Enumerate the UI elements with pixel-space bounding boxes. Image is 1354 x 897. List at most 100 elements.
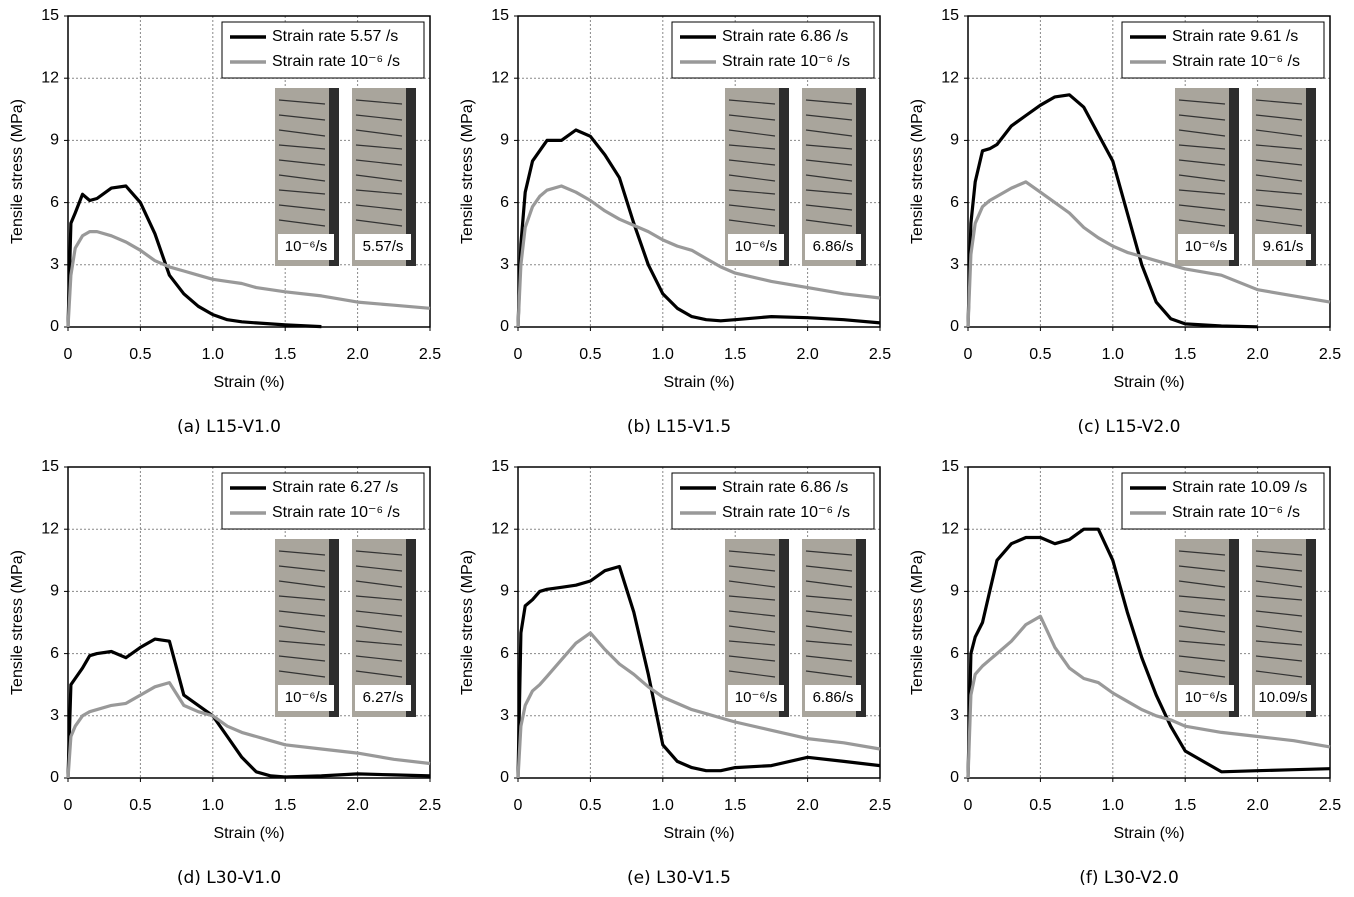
y-tick-label: 3: [50, 256, 59, 273]
legend-box: [221, 472, 425, 530]
crack: [278, 219, 326, 227]
x-tick-label: 2.5: [1319, 797, 1341, 814]
legend-label: Strain rate 10⁻⁶ /s: [722, 504, 850, 521]
x-tick-label: 0.5: [579, 797, 601, 814]
crack: [355, 174, 403, 182]
crack: [355, 580, 403, 588]
crack: [805, 640, 853, 646]
y-tick-label: 3: [50, 707, 59, 724]
crack: [1255, 159, 1303, 166]
crack: [1178, 114, 1226, 121]
photo-edge: [406, 539, 416, 717]
crack: [278, 189, 326, 195]
crack: [278, 625, 326, 633]
inset-label: 10⁻⁶/s: [285, 238, 327, 255]
crack: [278, 610, 326, 617]
y-axis-label: Tensile stress (MPa): [909, 99, 926, 244]
data-line: [966, 180, 1331, 328]
crack: [728, 580, 776, 588]
data-line: [516, 128, 881, 328]
legend-label: Strain rate 5.57 /s: [272, 28, 398, 45]
legend-box: [1121, 472, 1325, 530]
crack: [278, 204, 326, 211]
crack: [355, 550, 403, 556]
caption: (d) L30-V1.0: [177, 868, 281, 888]
panel: 0 3 6 9 12 15 0 0.5 1.0 1.5 2.0 2.5 Strain (%) Tensil…: [459, 458, 891, 888]
plot-frame: [67, 466, 431, 779]
crack: [1178, 640, 1226, 646]
crack: [1255, 580, 1303, 588]
y-tick-label: 6: [500, 645, 509, 662]
x-tick-label: 0.5: [1029, 797, 1051, 814]
legend-box: [671, 472, 875, 530]
panel: 0 3 6 9 12 15 0 0.5 1.0 1.5 2.0 2.5 Strain (%) Tensil…: [909, 7, 1341, 437]
crack: [1178, 204, 1226, 211]
x-tick-label: 1.5: [724, 346, 746, 363]
caption: (e) L30-V1.5: [627, 868, 731, 888]
photo-edge: [1306, 88, 1316, 266]
inset-label-box: [278, 234, 334, 260]
crack: [355, 640, 403, 646]
x-tick-label: 2.5: [419, 346, 441, 363]
crack: [728, 159, 776, 166]
x-tick-label: 1.5: [1174, 797, 1196, 814]
crack: [805, 670, 853, 678]
data-line: [516, 184, 881, 328]
data-line: [66, 681, 431, 779]
crack: [278, 655, 326, 662]
crack: [1255, 655, 1303, 662]
x-tick-label: 2.0: [1246, 346, 1268, 363]
y-tick-label: 12: [41, 520, 59, 537]
x-tick-label: 0: [964, 346, 973, 363]
crack: [278, 670, 326, 678]
legend-box: [671, 21, 875, 79]
crack: [1255, 219, 1303, 227]
crack: [728, 174, 776, 182]
crack: [1178, 189, 1226, 195]
photo-edge: [1229, 539, 1239, 717]
crack: [805, 144, 853, 150]
crack: [1255, 565, 1303, 572]
legend-label: Strain rate 6.86 /s: [722, 479, 848, 496]
y-tick-label: 15: [41, 7, 59, 24]
x-axis-label: Strain (%): [213, 825, 284, 842]
x-tick-label: 2.0: [796, 797, 818, 814]
inset-label: 10⁻⁶/s: [1185, 238, 1227, 255]
crack: [1178, 129, 1226, 137]
y-tick-label: 15: [491, 458, 509, 475]
crack: [728, 610, 776, 617]
crack: [805, 189, 853, 195]
crack: [1178, 655, 1226, 662]
legend-label: Strain rate 10⁻⁶ /s: [272, 53, 400, 70]
data-line: [966, 614, 1331, 779]
crack: [1178, 174, 1226, 182]
data-line: [516, 564, 881, 779]
x-tick-label: 2.0: [346, 346, 368, 363]
crack: [1255, 625, 1303, 633]
crack: [728, 640, 776, 646]
crack: [1255, 144, 1303, 150]
inset-label: 10⁻⁶/s: [735, 238, 777, 255]
crack: [1255, 550, 1303, 556]
inset-label-box: [728, 685, 784, 711]
y-tick-label: 12: [941, 520, 959, 537]
crack: [805, 625, 853, 633]
photo-edge: [329, 539, 339, 717]
inset-label-box: [1255, 234, 1311, 260]
y-tick-label: 6: [50, 645, 59, 662]
y-tick-label: 9: [500, 132, 509, 149]
inset-label: 10.09/s: [1258, 689, 1307, 706]
photo-edge: [779, 539, 789, 717]
crack: [728, 189, 776, 195]
x-tick-label: 0.5: [129, 797, 151, 814]
crack: [355, 189, 403, 195]
x-tick-label: 0: [964, 797, 973, 814]
legend-label: Strain rate 6.86 /s: [722, 28, 848, 45]
x-axis-label: Strain (%): [213, 374, 284, 391]
legend-label: Strain rate 10⁻⁶ /s: [272, 504, 400, 521]
crack: [805, 655, 853, 662]
crack: [1178, 580, 1226, 588]
crack: [278, 159, 326, 166]
x-tick-label: 0: [514, 346, 523, 363]
